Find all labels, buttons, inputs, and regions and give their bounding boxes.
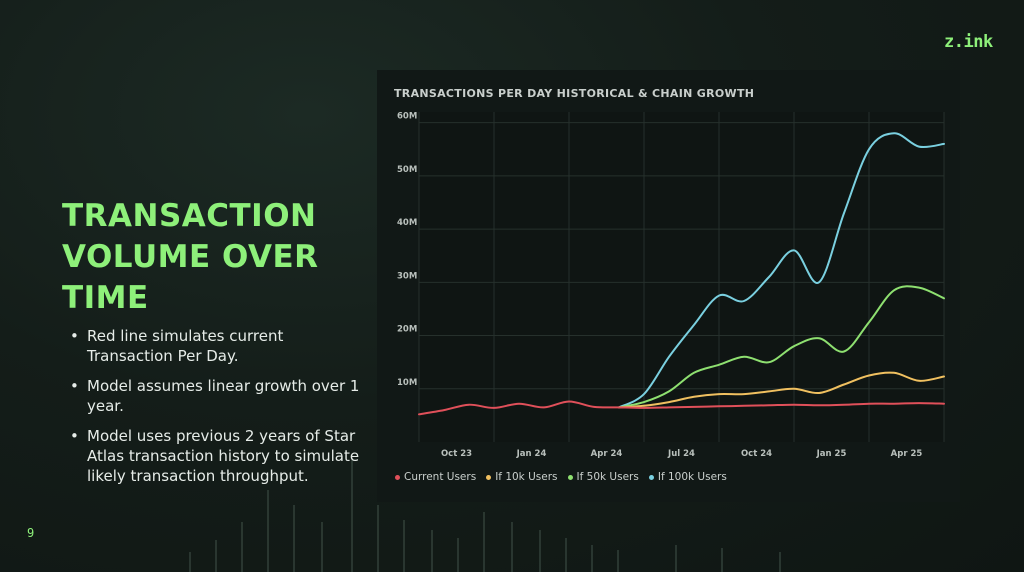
x-tick-label: Jan 25 <box>816 449 847 459</box>
y-tick-label: 30M <box>397 271 417 281</box>
chart-panel: TRANSACTIONS PER DAY HISTORICAL & CHAIN … <box>377 70 960 502</box>
slide-title-line: TIME <box>62 280 149 316</box>
plot-area <box>419 112 944 442</box>
bullet-item: Model uses previous 2 years of Star Atla… <box>70 426 360 486</box>
legend-label: If 50k Users <box>576 471 639 483</box>
y-tick-label: 10M <box>397 378 417 388</box>
series-line-if-50k-users <box>618 285 945 409</box>
slide-title-line: TRANSACTION <box>62 198 317 234</box>
bullet-item: Red line simulates current Transaction P… <box>70 326 360 366</box>
x-tick-label: Oct 23 <box>441 449 472 459</box>
legend-label: If 10k Users <box>495 471 558 483</box>
legend-label: Current Users <box>404 471 477 483</box>
bullet-item: Model assumes linear growth over 1 year. <box>70 376 360 416</box>
bullet-list: Red line simulates current Transaction P… <box>70 326 360 496</box>
page-number: 9 <box>27 526 35 540</box>
x-tick-label: Apr 24 <box>591 449 623 459</box>
series-line-if-100k-users <box>618 132 945 409</box>
slide-title: TRANSACTION VOLUME OVER TIME <box>62 196 362 319</box>
series-line-if-10k-users <box>618 371 945 409</box>
y-tick-label: 40M <box>397 218 417 228</box>
zink-logo: z.ink <box>944 32 993 52</box>
chart-legend: Current Users If 10k Users If 50k Users … <box>395 471 727 483</box>
slide-title-line: VOLUME OVER <box>62 239 319 275</box>
x-tick-label: Oct 24 <box>741 449 772 459</box>
chart-title: TRANSACTIONS PER DAY HISTORICAL & CHAIN … <box>394 87 755 100</box>
y-tick-label: 50M <box>397 165 417 175</box>
legend-item: Current Users <box>395 471 476 483</box>
legend-dot-icon <box>648 474 654 480</box>
legend-item: If 10k Users <box>486 471 558 483</box>
x-tick-label: Jul 24 <box>667 449 695 459</box>
legend-dot-icon <box>567 474 573 480</box>
legend-item: If 100k Users <box>648 471 727 483</box>
series-line-current-users <box>418 400 945 416</box>
legend-dot-icon <box>486 474 492 480</box>
legend-item: If 50k Users <box>567 471 639 483</box>
y-tick-label: 60M <box>397 112 417 122</box>
legend-label: If 100k Users <box>657 471 727 483</box>
legend-dot-icon <box>395 474 400 480</box>
y-tick-label: 20M <box>397 325 417 335</box>
x-tick-label: Jan 24 <box>516 449 547 459</box>
x-tick-label: Apr 25 <box>891 449 923 459</box>
line-chart: 10M 20M 30M 40M 50M 60M Oct 23 Jan 24 Apr 24 Jul … <box>397 112 945 459</box>
